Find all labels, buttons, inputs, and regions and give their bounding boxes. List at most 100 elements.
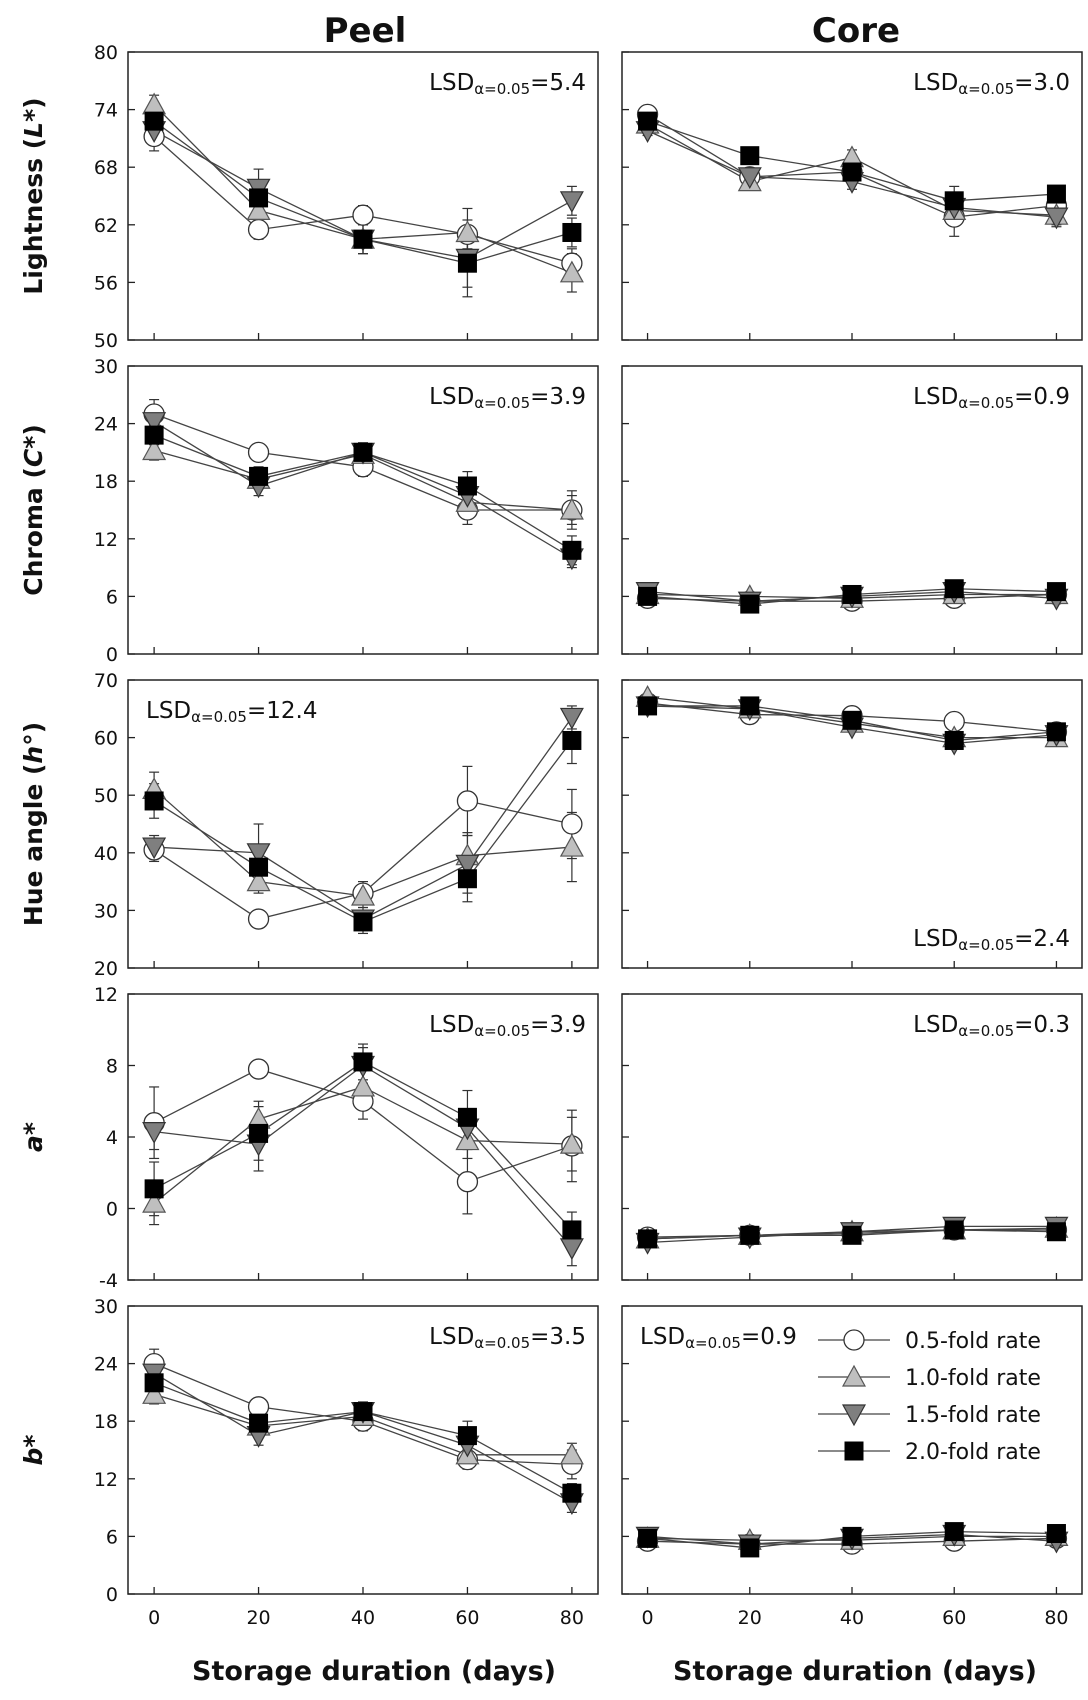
point-peel-row-1-2-0-fold-rate-3 bbox=[457, 476, 477, 496]
y-tick-label-1-0: 0 bbox=[106, 644, 118, 666]
point-peel-row-0-1-0-fold-rate-4 bbox=[559, 260, 584, 283]
point-peel-row-1-2-0-fold-rate-0 bbox=[144, 425, 164, 445]
point-peel-row-2-0-5-fold-rate-4 bbox=[561, 813, 583, 835]
legend-marker-0-5-fold-rate bbox=[843, 1329, 865, 1351]
point-peel-row-0-2-0-fold-rate-2 bbox=[353, 229, 373, 249]
y-axis-label-4: b* bbox=[19, 1435, 48, 1466]
point-core-row-3-2-0-fold-rate-0 bbox=[638, 1229, 658, 1249]
point-peel-row-0-2-0-fold-rate-0 bbox=[144, 111, 164, 131]
point-peel-row-3-2-0-fold-rate-4 bbox=[562, 1220, 582, 1240]
point-peel-row-1-2-0-fold-rate-2 bbox=[353, 442, 373, 462]
y-tick-label-0-5: 80 bbox=[94, 42, 118, 64]
legend: 0.5-fold rate 1.0-fold rate 1.5-fold rate 2… bbox=[818, 1329, 1041, 1465]
x-tick-label-core-4: 80 bbox=[1044, 1607, 1068, 1629]
point-peel-row-4-2-0-fold-rate-2 bbox=[353, 1402, 373, 1422]
point-core-row-3-2-0-fold-rate-1 bbox=[740, 1225, 760, 1245]
point-peel-row-2-2-0-fold-rate-4 bbox=[562, 730, 582, 750]
point-peel-row-3-1-0-fold-rate-0 bbox=[142, 1190, 167, 1213]
y-tick-label-4-4: 24 bbox=[94, 1354, 118, 1376]
point-core-row-2-2-0-fold-rate-0 bbox=[638, 696, 658, 716]
point-peel-row-2-2-0-fold-rate-1 bbox=[249, 857, 269, 877]
point-core-row-0-1-5-fold-rate-1 bbox=[737, 167, 762, 190]
point-peel-row-3-2-0-fold-rate-2 bbox=[353, 1052, 373, 1072]
panel-peel-row-0: 50 56 62 68 74 80 LSDα=0.05=5.4 bbox=[94, 42, 599, 352]
x-tick-label-core-3: 60 bbox=[942, 1607, 966, 1629]
y-tick-label-3-0: -4 bbox=[99, 1270, 118, 1292]
point-peel-row-3-0-5-fold-rate-3 bbox=[456, 1171, 479, 1193]
y-tick-label-3-1: 0 bbox=[106, 1199, 118, 1221]
lsd-label-core-row-4: LSDα=0.05=0.9 bbox=[640, 1324, 797, 1352]
point-core-row-1-2-0-fold-rate-4 bbox=[1046, 582, 1066, 602]
point-peel-row-2-2-0-fold-rate-0 bbox=[144, 791, 164, 811]
point-peel-row-0-2-0-fold-rate-1 bbox=[249, 188, 269, 208]
series-line-peel-row-4-2-0-fold-rate bbox=[153, 1382, 573, 1494]
legend-marker-2-0-fold-rate bbox=[844, 1441, 864, 1461]
point-core-row-2-2-0-fold-rate-1 bbox=[740, 696, 760, 716]
panel-peel-row-1: 0 6 12 18 24 30 LSDα=0.05=3.9 bbox=[94, 356, 599, 666]
legend-label-1-0-fold-rate: 1.0-fold rate bbox=[905, 1366, 1041, 1391]
y-tick-label-4-3: 18 bbox=[94, 1411, 118, 1433]
column-title-peel: Peel bbox=[324, 11, 407, 51]
point-peel-row-3-1-5-fold-rate-4 bbox=[559, 1238, 584, 1261]
point-core-row-1-2-0-fold-rate-3 bbox=[944, 579, 964, 599]
panel-peel-row-3: -4 0 4 8 12 LSDα=0.05=3.9 bbox=[94, 984, 599, 1292]
point-peel-row-0-0-5-fold-rate-2 bbox=[352, 204, 374, 226]
point-peel-row-0-2-0-fold-rate-3 bbox=[457, 253, 477, 273]
y-tick-label-2-3: 50 bbox=[94, 785, 118, 807]
point-peel-row-0-1-0-fold-rate-0 bbox=[142, 92, 167, 115]
point-core-row-2-2-0-fold-rate-2 bbox=[842, 710, 862, 730]
point-core-row-0-2-0-fold-rate-1 bbox=[740, 146, 760, 166]
point-peel-row-2-0-5-fold-rate-3 bbox=[456, 790, 479, 812]
lsd-label-peel-row-2: LSDα=0.05=12.4 bbox=[146, 698, 317, 726]
point-core-row-2-2-0-fold-rate-3 bbox=[944, 730, 964, 750]
panel-core-row-3: LSDα=0.05=0.3 bbox=[621, 993, 1083, 1281]
y-tick-label-4-0: 0 bbox=[106, 1584, 118, 1606]
y-tick-label-2-1: 30 bbox=[94, 900, 118, 922]
y-tick-label-0-4: 74 bbox=[94, 100, 118, 122]
legend-marker-1-0-fold-rate bbox=[841, 1364, 867, 1387]
x-tick-label-peel-3: 60 bbox=[455, 1607, 479, 1629]
point-core-row-0-2-0-fold-rate-0 bbox=[638, 111, 658, 131]
y-axis-label-2: Hue angle (h°) bbox=[19, 722, 48, 926]
point-peel-row-2-1-5-fold-rate-4 bbox=[559, 707, 584, 730]
point-peel-row-2-1-0-fold-rate-4 bbox=[559, 834, 584, 857]
y-tick-label-3-2: 4 bbox=[106, 1127, 118, 1149]
y-tick-label-3-4: 12 bbox=[94, 984, 118, 1006]
point-core-row-1-2-0-fold-rate-2 bbox=[842, 584, 862, 604]
lsd-label-core-row-1: LSDα=0.05=0.9 bbox=[913, 384, 1070, 412]
point-peel-row-3-0-5-fold-rate-1 bbox=[247, 1058, 270, 1080]
lsd-label-peel-row-0: LSDα=0.05=5.4 bbox=[429, 70, 586, 98]
point-peel-row-2-1-0-fold-rate-2 bbox=[350, 883, 376, 906]
point-peel-row-4-2-0-fold-rate-4 bbox=[562, 1483, 582, 1503]
legend-label-0-5-fold-rate: 0.5-fold rate bbox=[905, 1329, 1041, 1354]
point-core-row-0-2-0-fold-rate-2 bbox=[842, 162, 862, 182]
point-peel-row-4-2-0-fold-rate-0 bbox=[144, 1373, 164, 1393]
point-peel-row-4-2-0-fold-rate-1 bbox=[249, 1413, 269, 1433]
column-title-core: Core bbox=[812, 11, 900, 51]
lsd-label-peel-row-4: LSDα=0.05=3.5 bbox=[429, 1324, 586, 1352]
point-peel-row-4-1-0-fold-rate-4 bbox=[559, 1442, 584, 1465]
lsd-label-core-row-2: LSDα=0.05=2.4 bbox=[913, 926, 1070, 954]
point-peel-row-1-1-5-fold-rate-0 bbox=[142, 412, 167, 434]
y-tick-label-2-0: 20 bbox=[94, 958, 118, 980]
legend-marker-1-5-fold-rate bbox=[841, 1404, 867, 1427]
point-peel-row-0-0-5-fold-rate-1 bbox=[247, 218, 270, 241]
y-tick-label-0-1: 56 bbox=[94, 272, 118, 294]
point-core-row-4-2-0-fold-rate-3 bbox=[944, 1522, 964, 1542]
x-tick-label-core-0: 0 bbox=[642, 1607, 654, 1629]
point-peel-row-1-1-0-fold-rate-0 bbox=[142, 438, 167, 461]
y-tick-label-1-1: 6 bbox=[106, 586, 118, 608]
point-core-row-2-2-0-fold-rate-4 bbox=[1046, 722, 1066, 742]
y-tick-label-2-4: 60 bbox=[94, 728, 118, 750]
lsd-label-core-row-3: LSDα=0.05=0.3 bbox=[913, 1012, 1070, 1040]
lsd-label-peel-row-3: LSDα=0.05=3.9 bbox=[429, 1012, 586, 1040]
y-tick-label-1-2: 12 bbox=[94, 529, 118, 551]
y-tick-label-1-3: 18 bbox=[94, 471, 118, 493]
lsd-label-peel-row-1: LSDα=0.05=3.9 bbox=[429, 384, 586, 412]
point-peel-row-0-1-0-fold-rate-3 bbox=[455, 220, 480, 243]
point-peel-row-4-1-0-fold-rate-0 bbox=[142, 1382, 167, 1404]
point-core-row-4-2-0-fold-rate-4 bbox=[1046, 1524, 1066, 1544]
point-core-row-3-2-0-fold-rate-3 bbox=[944, 1220, 964, 1240]
point-core-row-3-2-0-fold-rate-2 bbox=[842, 1225, 862, 1245]
